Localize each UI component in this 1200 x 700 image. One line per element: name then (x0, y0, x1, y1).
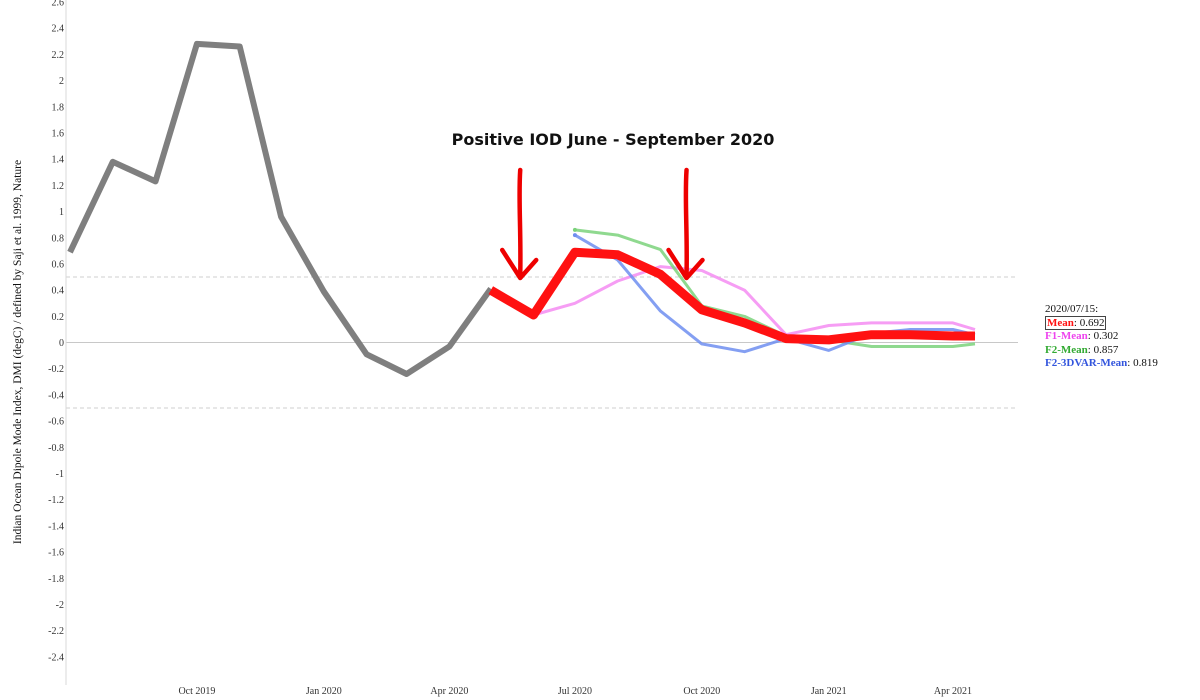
annotation-layer: Positive IOD June - September 2020 (452, 130, 775, 281)
y-tick-label: 2 (59, 76, 64, 87)
x-tick-label: Oct 2019 (178, 686, 215, 697)
legend-colon: : (1087, 343, 1094, 356)
legend-series-value: 0.819 (1133, 357, 1158, 369)
legend-colon: : (1073, 316, 1080, 329)
arrow-head (499, 247, 539, 281)
arrow-head (666, 247, 705, 281)
series-start-point-f2 (572, 227, 577, 232)
legend: 2020/07/15: Mean: 0.692 F1-Mean: 0.302 F2-… (1045, 303, 1158, 371)
legend-colon: : (1127, 357, 1134, 369)
y-tick-label: -0.8 (48, 443, 64, 454)
y-tick-label: 2.6 (52, 0, 65, 9)
legend-series-name: F1-Mean (1045, 330, 1088, 342)
legend-series-value: 0.692 (1079, 316, 1105, 329)
legend-series-value: 0.302 (1093, 330, 1119, 342)
arrow-shaft (683, 167, 689, 279)
y-tick-label: -2 (56, 600, 64, 611)
legend-series-name: F2-Mean (1045, 343, 1088, 356)
y-tick-label: 1 (59, 207, 64, 218)
legend-entry: Mean: 0.692 (1045, 315, 1158, 331)
y-tick-label: -1.6 (48, 548, 64, 559)
y-tick-label: 0.4 (52, 286, 65, 297)
y-tick-label: -2.2 (48, 626, 64, 637)
y-tick-label: 0 (59, 338, 64, 349)
arrow-shaft (517, 167, 523, 279)
x-tick-label: Oct 2020 (683, 686, 720, 697)
series-layer (67, 40, 976, 377)
legend-entry: F2-3DVAR-Mean: 0.819 (1045, 357, 1158, 371)
legend-entry: F1-Mean: 0.302 (1045, 330, 1158, 344)
annotation-arrow (499, 167, 539, 281)
y-tick-label: -1.2 (48, 495, 64, 506)
annotation-title: Positive IOD June - September 2020 (452, 130, 775, 149)
series-line-observed (67, 40, 494, 377)
y-tick-label: 0.2 (52, 312, 65, 323)
y-tick-label: -1.4 (48, 521, 64, 532)
y-tick-label: -1 (56, 469, 64, 480)
x-tick-labels: Oct 2019 Jan 2020 Apr 2020 Jul 2020 Oct 2020… (178, 686, 972, 697)
y-tick-label: -0.6 (48, 417, 64, 428)
y-tick-label: -1.8 (48, 574, 64, 585)
y-tick-label: 0.8 (52, 233, 65, 244)
legend-highlight-box: Mean: 0.692 (1045, 315, 1107, 330)
x-tick-label: Jul 2020 (558, 686, 592, 697)
y-tick-label: 0.6 (52, 259, 65, 270)
grid-layer (66, 276, 1018, 409)
y-tick-label: -2.4 (48, 652, 64, 663)
legend-colon: : (1087, 330, 1094, 342)
legend-entry: F2-Mean: 0.857 (1045, 344, 1158, 358)
y-tick-label: 1.4 (52, 155, 65, 166)
x-tick-label: Apr 2020 (430, 686, 468, 697)
y-tick-label: 1.8 (52, 102, 65, 113)
x-tick-label: Apr 2021 (934, 686, 972, 697)
series-line-mean (488, 247, 975, 345)
y-tick-label: -0.2 (48, 364, 64, 375)
y-tick-label: -0.4 (48, 390, 64, 401)
legend-date: 2020/07/15: (1045, 303, 1099, 315)
series-line-f1 (533, 265, 976, 337)
series-start-point-f2_3dvar (572, 233, 577, 238)
x-tick-label: Jan 2021 (811, 686, 847, 697)
y-tick-label: 1.6 (52, 128, 65, 139)
y-tick-label: 2.4 (52, 24, 65, 35)
x-tick-label: Jan 2020 (306, 686, 342, 697)
legend-series-name: Mean (1047, 316, 1074, 329)
legend-series-name: F2-3DVAR-Mean (1045, 357, 1128, 369)
annotation-arrow (666, 167, 705, 281)
y-tick-labels: 2.6 2.4 2.2 2 1.8 1.6 1.4 1.2 1 0.8 0.6 0.4 0.2 0 -0.2… (48, 0, 64, 663)
legend-series-value: 0.857 (1093, 343, 1119, 356)
y-tick-label: 1.2 (52, 181, 65, 192)
y-tick-label: 2.2 (52, 50, 65, 61)
y-axis-label: Indian Ocean Dipole Mode Index, DMI (deg… (12, 160, 24, 544)
